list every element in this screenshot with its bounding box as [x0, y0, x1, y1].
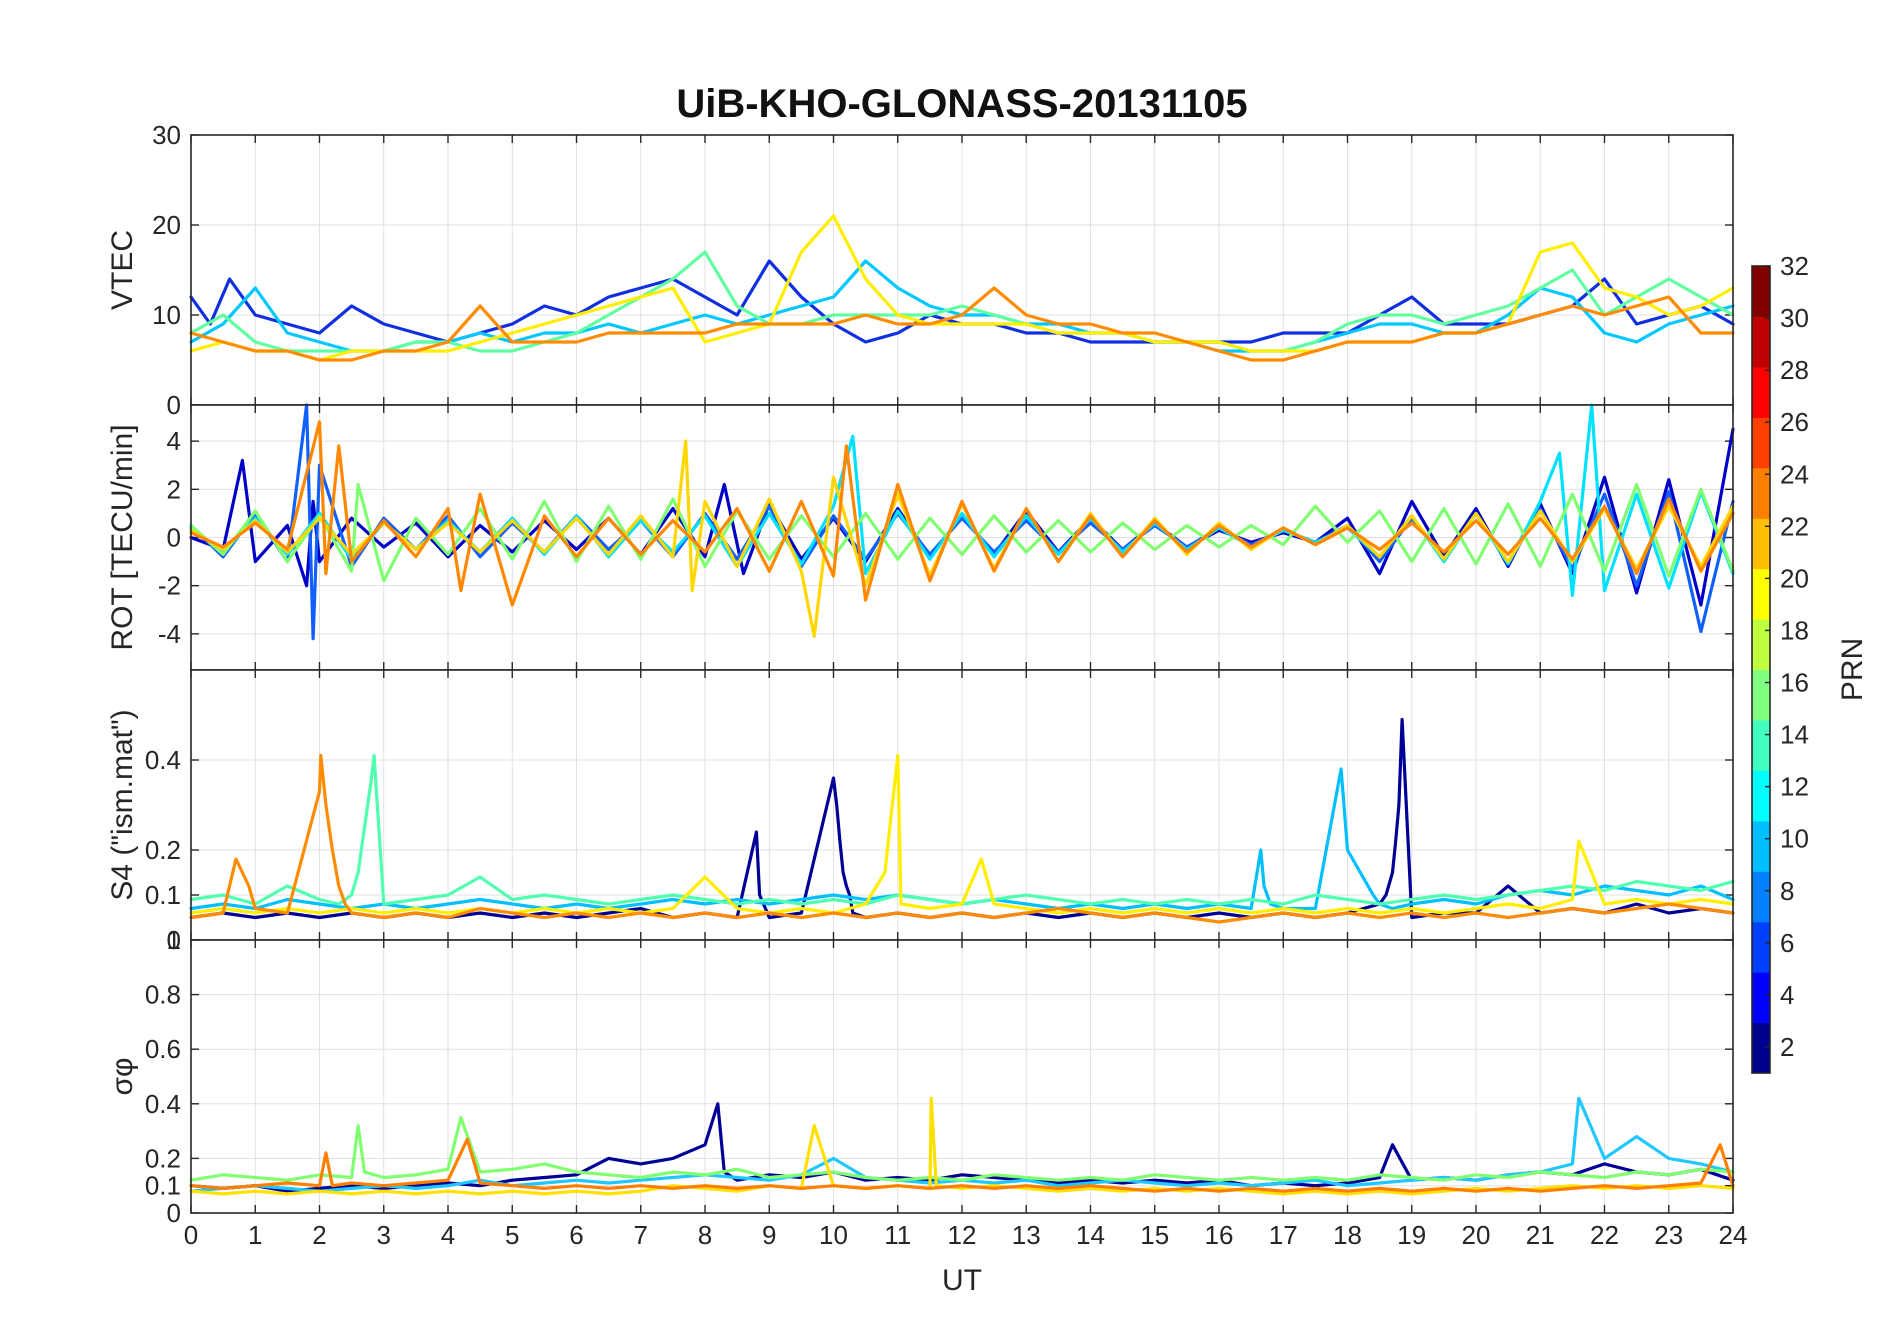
- axes-frame: [190, 939, 1734, 1214]
- x-tick-label: 17: [1269, 1220, 1298, 1250]
- x-tick-label: 24: [1719, 1220, 1748, 1250]
- x-tick-label: 14: [1076, 1220, 1105, 1250]
- y-axis-label-s4: S4 ("ism.mat"): [106, 709, 139, 900]
- y-tick-label: -2: [158, 571, 181, 601]
- x-tick-label: 6: [569, 1220, 583, 1250]
- x-axis-label: UT: [942, 1264, 982, 1297]
- colorbar-swatch: [1752, 921, 1770, 973]
- x-tick-label: 2: [312, 1220, 326, 1250]
- x-tick-label: 9: [762, 1220, 776, 1250]
- x-tick-label: 4: [441, 1220, 455, 1250]
- y-tick-label: 2: [167, 474, 181, 504]
- colorbar-swatch: [1752, 417, 1770, 469]
- y-tick-label: 0.8: [145, 980, 181, 1010]
- colorbar-tick-label: 16: [1780, 668, 1809, 698]
- x-tick-label: 18: [1333, 1220, 1362, 1250]
- x-tick-label: 23: [1654, 1220, 1683, 1250]
- colorbar-frame: [1751, 265, 1771, 1074]
- colorbar-tick-label: 28: [1780, 355, 1809, 385]
- colorbar-tick-label: 20: [1780, 563, 1809, 593]
- y-axis-label-rot: ROT [TECU/min]: [106, 424, 139, 650]
- y-tick-label: 0.2: [145, 1143, 181, 1173]
- x-tick-label: 0: [184, 1220, 198, 1250]
- y-tick-label: 30: [152, 120, 181, 150]
- y-tick-label: 0: [167, 390, 181, 420]
- colorbar-tick-label: 12: [1780, 772, 1809, 802]
- x-tick-label: 8: [698, 1220, 712, 1250]
- x-tick-label: 12: [948, 1220, 977, 1250]
- x-tick-label: 19: [1397, 1220, 1426, 1250]
- colorbar-tick-label: 8: [1780, 876, 1794, 906]
- data-series: [189, 286, 1735, 362]
- colorbar-swatch: [1752, 619, 1770, 671]
- colorbar-tick-label: 14: [1780, 720, 1809, 750]
- colorbar-tick-label: 22: [1780, 511, 1809, 541]
- colorbar-swatch: [1752, 266, 1770, 317]
- y-tick-label: -4: [158, 619, 181, 649]
- y-tick-label: 0.4: [145, 1089, 181, 1119]
- colorbar-swatch: [1752, 366, 1770, 418]
- colorbar-tick-label: 24: [1780, 459, 1809, 489]
- y-tick-label: 1: [167, 925, 181, 955]
- y-tick-label: 4: [167, 426, 181, 456]
- y-tick-label: 0: [167, 1198, 181, 1228]
- colorbar-swatch: [1752, 467, 1770, 519]
- colorbar-swatch: [1752, 719, 1770, 771]
- y-tick-label: 0.4: [145, 745, 181, 775]
- colorbar-swatch: [1752, 1022, 1770, 1074]
- chart-title: UiB-KHO-GLONASS-20131105: [676, 82, 1247, 126]
- y-tick-label: 0: [167, 523, 181, 553]
- colorbar-tick-label: 18: [1780, 615, 1809, 645]
- data-series: [189, 753, 1735, 924]
- colorbar-label: PRN: [1836, 638, 1869, 701]
- colorbar-tick-label: 26: [1780, 407, 1809, 437]
- data-series: [189, 420, 1735, 607]
- colorbar-swatch: [1752, 820, 1770, 872]
- x-tick-label: 11: [884, 1220, 911, 1250]
- data-series: [189, 1115, 1735, 1182]
- data-series: [189, 753, 1735, 906]
- colorbar-swatch: [1752, 972, 1770, 1024]
- data-series: [189, 767, 1735, 911]
- x-tick-label: 22: [1590, 1220, 1619, 1250]
- x-tick-label: 5: [505, 1220, 519, 1250]
- x-tick-label: 13: [1012, 1220, 1041, 1250]
- colorbar-swatch: [1752, 518, 1770, 570]
- x-tick-label: 1: [248, 1220, 262, 1250]
- colorbar-swatch: [1752, 871, 1770, 923]
- x-tick-label: 15: [1140, 1220, 1169, 1250]
- colorbar-tick-label: 6: [1780, 928, 1794, 958]
- y-tick-label: 0.1: [145, 1171, 181, 1201]
- data-series: [189, 1137, 1735, 1193]
- y-tick-label: 0: [167, 925, 181, 955]
- colorbar-swatch: [1752, 568, 1770, 620]
- panel-s4: 0 0.1 0.2 0.4S4 ("ism.mat"): [106, 669, 1735, 955]
- y-axis-label-sigma-phi: σφ: [106, 1058, 139, 1096]
- colorbar-swatch: [1752, 669, 1770, 721]
- y-axis-label-vtec: VTEC: [106, 230, 139, 310]
- colorbar-swatch: [1752, 316, 1770, 368]
- y-tick-label: 10: [152, 300, 181, 330]
- x-tick-label: 7: [634, 1220, 648, 1250]
- colorbar-tick-label: 4: [1780, 980, 1794, 1010]
- x-tick-label: 21: [1526, 1220, 1555, 1250]
- colorbar-tick-label: 32: [1780, 251, 1809, 281]
- y-tick-label: 0.2: [145, 835, 181, 865]
- colorbar-tick-label: 10: [1780, 824, 1809, 854]
- x-tick-label: 10: [819, 1220, 848, 1250]
- x-tick-label: 16: [1205, 1220, 1234, 1250]
- colorbar-swatch: [1752, 770, 1770, 822]
- colorbar-tick-label: 30: [1780, 303, 1809, 333]
- y-tick-label: 20: [152, 210, 181, 240]
- y-tick-label: 0.6: [145, 1034, 181, 1064]
- panel-vtec: 0 10 20 30 VTEC: [106, 120, 1735, 420]
- panel-rot: -4 -2 0 2 4 ROT [TECU/min]: [106, 403, 1735, 671]
- y-tick-label: 0.1: [145, 880, 181, 910]
- x-tick-label: 20: [1462, 1220, 1491, 1250]
- colorbar-tick-label: 2: [1780, 1032, 1794, 1062]
- x-tick-label: 3: [377, 1220, 391, 1250]
